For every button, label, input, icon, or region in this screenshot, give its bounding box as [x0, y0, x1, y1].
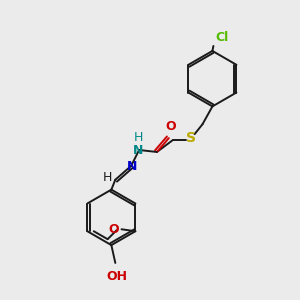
- Text: N: N: [133, 143, 143, 157]
- Text: O: O: [108, 223, 119, 236]
- Text: N: N: [127, 160, 137, 173]
- Text: OH: OH: [107, 270, 128, 283]
- Text: O: O: [166, 120, 176, 133]
- Text: Cl: Cl: [215, 31, 229, 44]
- Text: H: H: [103, 171, 112, 184]
- Text: H: H: [134, 131, 143, 144]
- Text: S: S: [186, 131, 196, 145]
